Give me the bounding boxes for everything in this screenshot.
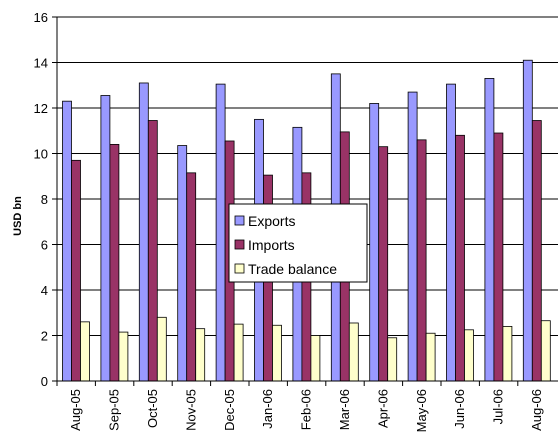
bar-exports <box>369 103 380 382</box>
y-tick-label: 2 <box>41 329 48 344</box>
bar-imports <box>71 159 81 382</box>
y-tick-label: 10 <box>34 147 48 162</box>
bar-trade-balance <box>464 329 474 382</box>
x-tick-label: Dec-05 <box>222 389 237 431</box>
x-tick-label: Jan-06 <box>260 389 275 429</box>
bar-trade-balance <box>348 322 359 382</box>
y-tick-label: 16 <box>34 10 48 25</box>
bar-imports <box>493 132 504 382</box>
x-tick-label: Sep-05 <box>107 389 122 431</box>
bar-imports <box>455 134 465 382</box>
y-tick-label: 6 <box>41 238 48 253</box>
bar-trade-balance <box>502 325 513 382</box>
bar-exports <box>484 78 495 382</box>
bar-trade-balance <box>387 337 398 382</box>
bar-imports <box>186 172 197 382</box>
y-axis-label: USD bn <box>12 196 24 236</box>
bar-imports <box>531 120 542 382</box>
y-tick-label: 12 <box>34 101 48 116</box>
bar-trade-balance <box>80 321 90 382</box>
bar-exports <box>177 145 188 382</box>
bar-trade-balance <box>233 323 244 382</box>
bar-imports <box>147 120 158 382</box>
bar-imports <box>378 146 389 382</box>
legend: Exports Imports Trade balance <box>228 203 368 283</box>
x-tick-label: Oct-05 <box>145 389 160 428</box>
legend-swatch <box>234 263 245 274</box>
y-tick-labels: 0 2 4 6 8 10 12 14 16 <box>34 10 48 389</box>
x-tick-label: Jun-06 <box>452 389 467 429</box>
bar-exports <box>215 83 226 382</box>
x-tick-label: Jul-06 <box>491 389 506 424</box>
bar-trade-balance <box>425 332 436 382</box>
x-tick-label: Aug-06 <box>529 389 544 431</box>
x-tick-labels: Aug-05 Sep-05 Oct-05 Nov-05 Dec-05 Jan-06 Feb-… <box>68 389 544 432</box>
x-tick-label: Feb-06 <box>299 389 314 430</box>
bar-trade-balance <box>540 320 551 382</box>
bar-trade-balance <box>118 331 129 382</box>
x-tick-label: Apr-06 <box>375 389 390 428</box>
legend-swatch <box>234 239 245 250</box>
y-tick-label: 8 <box>41 192 48 207</box>
axes <box>52 16 558 386</box>
x-tick-label: Mar-06 <box>337 389 352 430</box>
x-tick-label: May-06 <box>414 389 429 432</box>
y-tick-label: 4 <box>41 283 48 298</box>
y-tick-label: 14 <box>34 56 48 71</box>
bar-exports <box>100 95 111 382</box>
bar-exports <box>62 100 72 382</box>
bar-imports <box>416 139 427 382</box>
bar-trade-balance <box>272 324 282 382</box>
legend-swatch <box>234 215 245 226</box>
legend-label: Imports <box>248 237 295 253</box>
bar-exports <box>522 59 533 382</box>
bar-exports <box>138 82 149 382</box>
y-tick-label: 0 <box>41 374 48 389</box>
bar-trade-balance <box>195 328 206 382</box>
bar-trade-balance <box>156 316 167 382</box>
legend-box <box>228 203 368 283</box>
legend-label: Trade balance <box>248 261 337 277</box>
legend-label: Exports <box>248 213 295 229</box>
x-tick-label: Aug-05 <box>68 389 83 431</box>
x-tick-label: Nov-05 <box>183 389 198 431</box>
bar-trade-balance <box>310 335 321 382</box>
bar-imports <box>109 143 120 382</box>
bar-exports <box>407 91 418 382</box>
bar-exports <box>446 83 456 382</box>
